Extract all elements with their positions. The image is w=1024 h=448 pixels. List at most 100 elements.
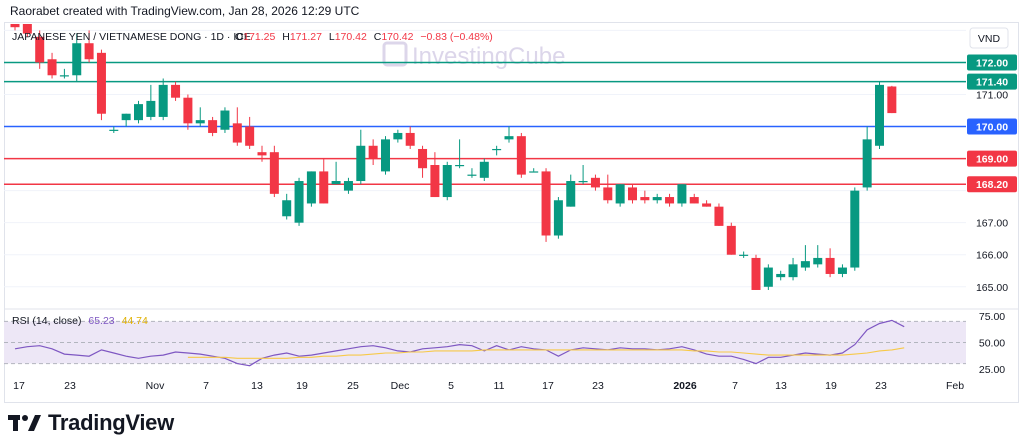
candle-body: [837, 267, 847, 274]
candle-body: [84, 43, 94, 60]
level-price-badge: [967, 118, 1017, 135]
watermark: InvestingCube: [382, 41, 565, 70]
level-price-label: 168.20: [976, 179, 1008, 191]
high-label: H: [282, 31, 290, 43]
candle-body: [368, 145, 378, 159]
candle-body: [479, 161, 489, 178]
candle-body: [35, 36, 45, 63]
currency-label: VND: [978, 33, 1001, 45]
time-tick-label: Nov: [146, 380, 165, 392]
level-price-badge: [967, 54, 1017, 71]
candle-body: [751, 257, 761, 290]
low-value: 170.42: [335, 31, 367, 43]
time-tick-label: 23: [592, 380, 604, 392]
candle-body: [862, 139, 872, 188]
time-tick-label: 19: [825, 380, 837, 392]
candle-body: [331, 181, 341, 185]
chart-attribution: Raorabet created with TradingView.com, J…: [10, 4, 360, 18]
candle-body: [504, 136, 514, 140]
level-price-badge: [967, 73, 1017, 90]
time-tick-label: 17: [542, 380, 554, 392]
level-price-label: 169.00: [976, 154, 1008, 166]
candle-body: [109, 129, 119, 131]
close-value: 170.42: [381, 31, 413, 43]
candle-body: [72, 43, 82, 76]
candle-body: [850, 190, 860, 268]
candle-body: [813, 257, 823, 265]
candle-body: [492, 148, 502, 151]
price-tick-label: 171.00: [976, 90, 1008, 102]
candle-body: [146, 100, 156, 117]
time-tick-label: 23: [64, 380, 76, 392]
horizontal-levels: [4, 61, 966, 185]
time-tick-label: 5: [448, 380, 454, 392]
symbol-title: JAPANESE YEN / VIETNAMESE DONG · 1D · IC…: [12, 31, 251, 43]
time-tick-label: 13: [775, 380, 787, 392]
level-price-badge: [967, 150, 1017, 167]
rsi-tick-label: 75.00: [979, 311, 1005, 323]
candle-body: [171, 84, 181, 98]
rsi-label: RSI (14, close): [12, 315, 81, 327]
candle-body: [665, 197, 675, 204]
time-tick-label: 11: [494, 380, 505, 392]
candles: [10, 24, 897, 290]
candle-body: [640, 197, 650, 201]
candle-body: [121, 113, 131, 121]
candle-body: [677, 184, 687, 204]
price-tick-label: 167.00: [976, 218, 1008, 230]
candle-body: [578, 181, 588, 183]
time-tick-label: Feb: [946, 380, 964, 392]
candle-body: [96, 52, 106, 114]
close-label: C: [374, 31, 382, 43]
time-tick-label: 7: [732, 380, 738, 392]
currency-badge[interactable]: [969, 27, 1009, 49]
candle-body: [553, 200, 563, 236]
candle-body: [343, 181, 353, 191]
candle-body: [455, 165, 465, 167]
level-price-label: 171.40: [976, 77, 1008, 89]
candle-body: [887, 86, 897, 114]
change-value: −0.83 (−0.48%): [420, 31, 492, 43]
candle-body: [134, 104, 143, 121]
candle-body: [516, 136, 526, 175]
candle-body: [875, 84, 884, 146]
level-price-label: 172.00: [976, 57, 1008, 69]
rsi-tick-label: 50.00: [979, 338, 1005, 350]
candle-body: [776, 273, 786, 278]
rsi-current-value: 65.23: [88, 315, 114, 327]
candle-body: [418, 148, 428, 169]
tradingview-logo-icon: [8, 415, 41, 431]
legend: JAPANESE YEN / VIETNAMESE DONG · 1D · IC…: [12, 27, 1009, 327]
open-label: O: [235, 31, 243, 43]
candle-body: [566, 181, 576, 207]
candle-body: [306, 171, 316, 204]
brand-footer: TradingView: [8, 410, 174, 436]
time-axis: 17 23 Nov 7 13 19 25 Dec 5 11 17 23 2026 7 13 19 23 Feb: [13, 380, 964, 392]
rsi-lines: [14, 319, 905, 367]
candle-body: [825, 257, 835, 274]
candle-body: [10, 24, 20, 28]
candle-body: [47, 59, 57, 76]
candle-body: [393, 132, 403, 140]
brand-name: TradingView: [48, 410, 174, 435]
rsi-axis: 25.00 50.00 75.00: [979, 311, 1005, 376]
time-tick-label: 25: [347, 380, 359, 392]
candle-body: [714, 206, 724, 226]
candle-body: [615, 184, 625, 204]
price-tick-label: 166.00: [976, 250, 1008, 262]
candle-body: [195, 120, 205, 124]
candle-body: [788, 264, 798, 278]
candle-body: [245, 126, 255, 146]
rsi-ma-line: [187, 347, 905, 359]
candle-body: [294, 181, 304, 223]
time-tick-label: Dec: [391, 380, 410, 392]
candle-body: [603, 187, 613, 201]
watermark-text: InvestingCube: [412, 43, 565, 70]
candle-body: [541, 171, 551, 236]
candle-body: [158, 84, 168, 117]
candle-body: [689, 197, 699, 204]
candle-body: [405, 132, 415, 146]
time-tick-label: 13: [251, 380, 263, 392]
rsi-line: [14, 319, 905, 367]
